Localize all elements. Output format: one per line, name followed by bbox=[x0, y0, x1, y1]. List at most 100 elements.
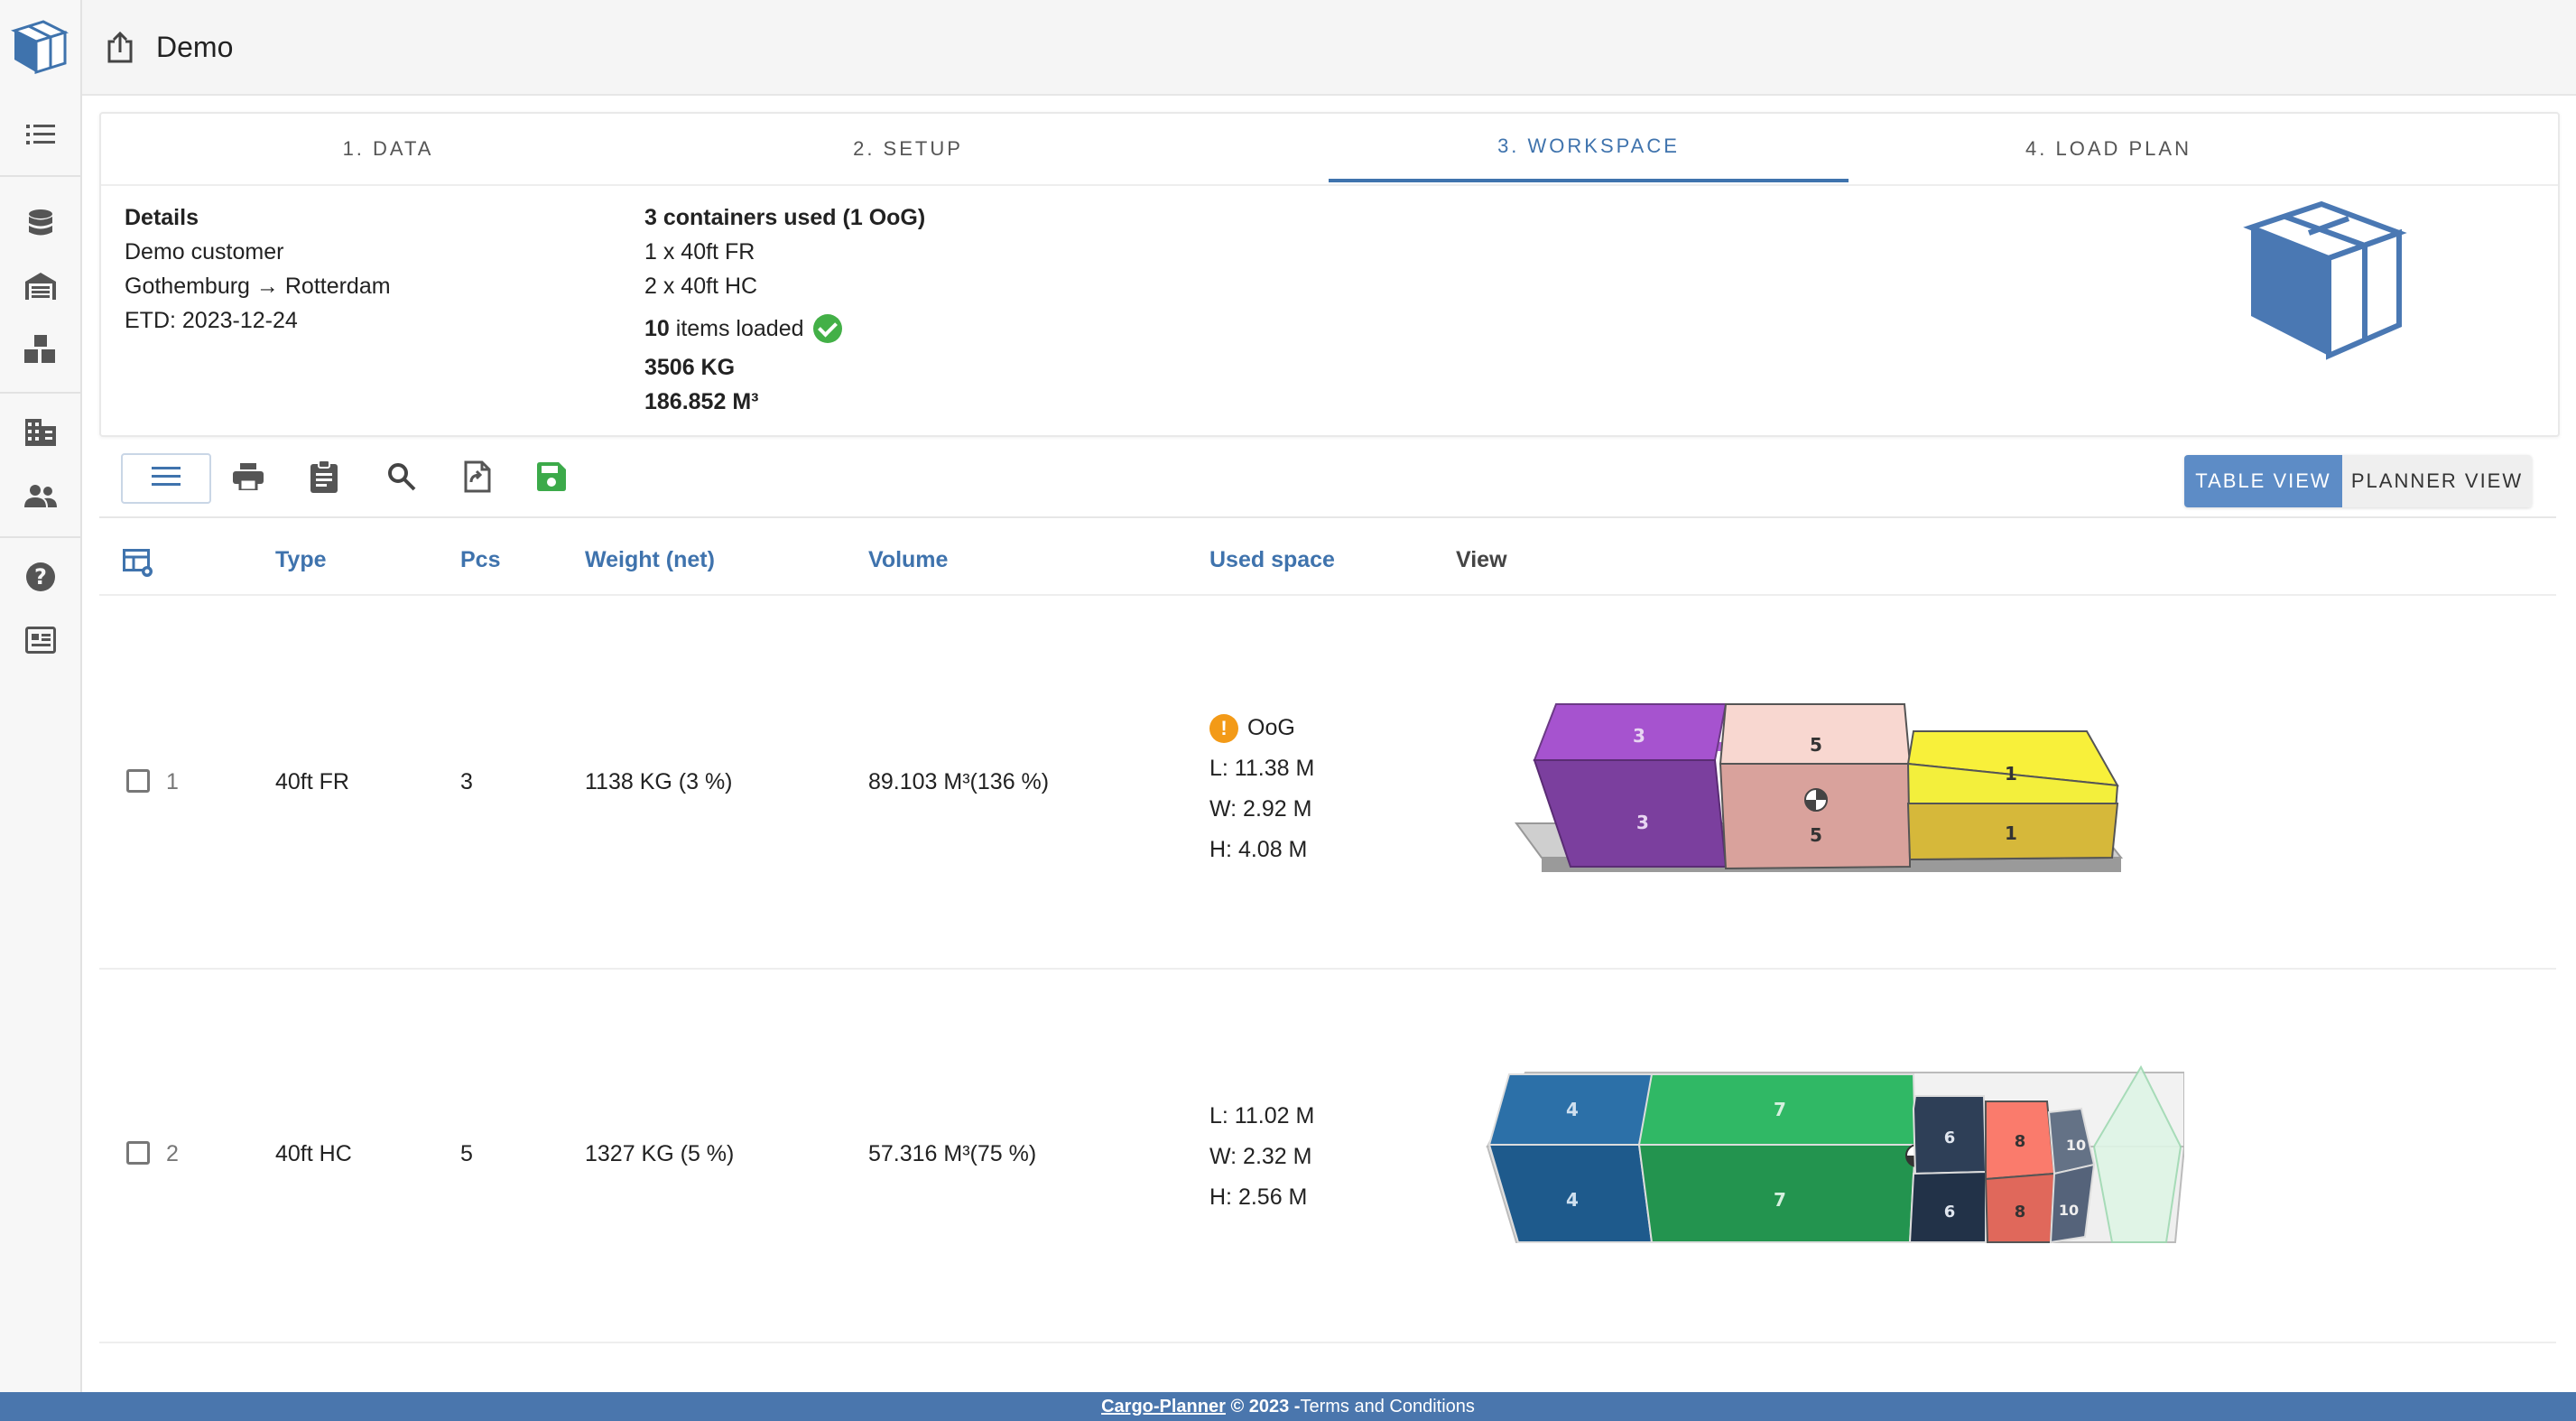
warehouse-icon[interactable] bbox=[20, 265, 61, 307]
tab-data[interactable]: 1. DATA bbox=[342, 137, 434, 160]
print-button[interactable] bbox=[224, 453, 273, 504]
clipboard-button[interactable] bbox=[300, 453, 348, 504]
cargo-planner-link[interactable]: Cargo-Planner bbox=[1101, 1396, 1226, 1416]
search-icon bbox=[387, 462, 416, 496]
container-type: 40ft HC bbox=[275, 1141, 352, 1166]
header-weight[interactable]: Weight (net) bbox=[585, 547, 715, 572]
container-line-2: 2 x 40ft HC bbox=[644, 274, 758, 299]
app-bar: Demo bbox=[82, 0, 2576, 96]
row-checkbox[interactable] bbox=[126, 1141, 150, 1165]
tab-load-plan[interactable]: 4. LOAD PLAN bbox=[2025, 137, 2191, 160]
svg-text:3: 3 bbox=[1636, 812, 1649, 833]
used-space: L: 11.02 M W: 2.32 M H: 2.56 M bbox=[1209, 1096, 1314, 1218]
total-weight: 3506 KG bbox=[644, 355, 736, 380]
share-icon[interactable] bbox=[102, 29, 138, 65]
export-file-button[interactable] bbox=[453, 453, 502, 504]
svg-text:4: 4 bbox=[1566, 1189, 1579, 1211]
svg-text:3: 3 bbox=[1633, 725, 1645, 747]
svg-text:5: 5 bbox=[1810, 734, 1822, 756]
items-loaded: 10 items loaded bbox=[644, 307, 925, 350]
row-index: 2 bbox=[166, 1141, 179, 1166]
search-button[interactable] bbox=[377, 453, 426, 504]
containers-used: 3 containers used (1 OoG) bbox=[644, 205, 926, 230]
customer-name: Demo customer bbox=[125, 239, 284, 265]
sidebar-divider bbox=[0, 175, 80, 177]
header-type[interactable]: Type bbox=[275, 547, 327, 572]
cargo-planner-logo-icon bbox=[2240, 199, 2412, 361]
database-icon[interactable] bbox=[20, 202, 61, 244]
menu-icon bbox=[152, 466, 181, 491]
help-icon[interactable]: ? bbox=[20, 556, 61, 598]
table-row[interactable]: 1 40ft FR 3 1138 KG (3 %) 89.103 M³(136 … bbox=[99, 596, 2556, 970]
items-label: items loaded bbox=[669, 316, 804, 341]
table-view-button[interactable]: TABLE VIEW bbox=[2184, 455, 2342, 507]
file-export-icon bbox=[464, 460, 491, 497]
terms-link[interactable]: Terms and Conditions bbox=[1300, 1396, 1475, 1416]
news-icon[interactable] bbox=[20, 619, 61, 661]
container-weight: 1327 KG (5 %) bbox=[585, 1141, 735, 1166]
container-line-1: 1 x 40ft FR bbox=[644, 239, 755, 265]
save-icon bbox=[537, 461, 566, 496]
used-width: W: 2.92 M bbox=[1209, 796, 1312, 822]
clipboard-icon bbox=[310, 459, 338, 497]
used-height: H: 4.08 M bbox=[1209, 837, 1308, 862]
used-width: W: 2.32 M bbox=[1209, 1144, 1312, 1169]
header-pcs[interactable]: Pcs bbox=[460, 547, 501, 572]
svg-text:7: 7 bbox=[1774, 1099, 1786, 1120]
workspace-card: 1. DATA 2. SETUP 3. WORKSPACE 4. LOAD PL… bbox=[99, 112, 2560, 437]
container-3d-view[interactable]: 4 4 7 7 6 6 8 8 bbox=[1462, 1056, 2186, 1277]
users-icon[interactable] bbox=[20, 475, 61, 516]
planner-view-button[interactable]: PLANNER VIEW bbox=[2342, 455, 2532, 507]
used-space: ! OoG L: 11.38 M W: 2.92 M H: 4.08 M bbox=[1209, 708, 1314, 870]
save-button[interactable] bbox=[527, 453, 576, 504]
used-height: H: 2.56 M bbox=[1209, 1184, 1308, 1210]
used-length: L: 11.02 M bbox=[1209, 1103, 1315, 1128]
total-volume: 186.852 M³ bbox=[644, 389, 759, 414]
stepper-tabs: 1. DATA 2. SETUP 3. WORKSPACE 4. LOAD PL… bbox=[101, 114, 2558, 186]
container-type: 40ft FR bbox=[275, 769, 349, 794]
sidebar-divider bbox=[0, 536, 80, 538]
details-section: Details Demo customer Gothemburg → Rotte… bbox=[125, 200, 391, 338]
page-title: Demo bbox=[156, 31, 234, 63]
header-volume[interactable]: Volume bbox=[868, 547, 949, 572]
svg-text:5: 5 bbox=[1810, 824, 1822, 846]
list-icon[interactable] bbox=[20, 114, 61, 155]
container-volume: 57.316 M³(75 %) bbox=[868, 1141, 1037, 1166]
sidebar: ? bbox=[0, 0, 82, 1392]
menu-button[interactable] bbox=[121, 453, 211, 504]
toolbar: TABLE VIEW PLANNER VIEW bbox=[99, 446, 2556, 518]
used-length: L: 11.38 M bbox=[1209, 756, 1315, 781]
boxes-icon[interactable] bbox=[20, 329, 61, 370]
view-toggle: TABLE VIEW PLANNER VIEW bbox=[2184, 455, 2532, 507]
svg-text:10: 10 bbox=[2066, 1137, 2086, 1154]
cargo-planner-logo-icon[interactable] bbox=[7, 14, 70, 78]
container-3d-view[interactable]: 3 3 5 5 1 1 bbox=[1489, 668, 2175, 907]
details-heading: Details bbox=[125, 205, 199, 230]
svg-text:4: 4 bbox=[1566, 1099, 1579, 1120]
container-weight: 1138 KG (3 %) bbox=[585, 769, 733, 794]
container-volume: 89.103 M³(136 %) bbox=[868, 769, 1050, 794]
oog-label: OoG bbox=[1247, 715, 1295, 740]
check-circle-icon bbox=[812, 314, 842, 343]
svg-text:1: 1 bbox=[2005, 763, 2017, 785]
container-pcs: 5 bbox=[460, 1141, 473, 1166]
row-checkbox[interactable] bbox=[126, 769, 150, 793]
tab-workspace[interactable]: 3. WORKSPACE bbox=[1329, 114, 1849, 182]
svg-text:8: 8 bbox=[2015, 1132, 2026, 1151]
sidebar-divider bbox=[0, 392, 80, 394]
container-pcs: 3 bbox=[460, 769, 473, 794]
footer: Cargo-Planner © 2023 - Terms and Conditio… bbox=[0, 1392, 2576, 1421]
company-icon[interactable] bbox=[20, 412, 61, 453]
header-used-space[interactable]: Used space bbox=[1209, 547, 1335, 572]
svg-text:1: 1 bbox=[2005, 822, 2017, 844]
containers-table: Type Pcs Weight (net) Volume Used space … bbox=[99, 527, 2556, 1343]
tab-setup[interactable]: 2. SETUP bbox=[853, 137, 963, 160]
table-header: Type Pcs Weight (net) Volume Used space … bbox=[99, 527, 2556, 596]
column-settings-icon[interactable] bbox=[123, 547, 155, 580]
route: Gothemburg → Rotterdam bbox=[125, 274, 391, 299]
svg-text:6: 6 bbox=[1944, 1203, 1956, 1221]
table-row[interactable]: 2 40ft HC 5 1327 KG (5 %) 57.316 M³(75 %… bbox=[99, 970, 2556, 1343]
print-icon bbox=[233, 462, 264, 495]
info-icon: ! bbox=[1209, 713, 1238, 743]
summary-section: 3 containers used (1 OoG) 1 x 40ft FR 2 … bbox=[644, 200, 925, 419]
